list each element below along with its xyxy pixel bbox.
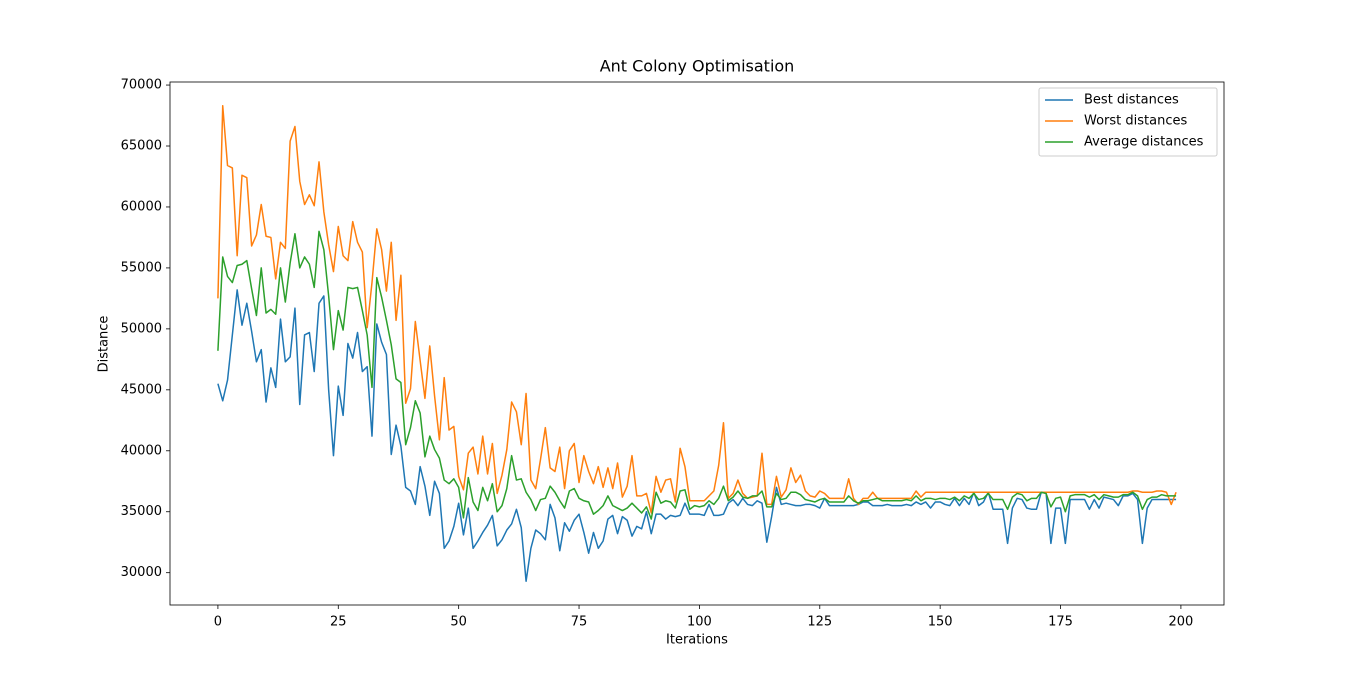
legend: Best distances Worst distances Average dis… [1038, 87, 1218, 157]
x-tick-label: 150 [928, 615, 953, 630]
chart-title: Ant Colony Optimisation [600, 57, 795, 76]
y-tick-label: 55000 [121, 260, 162, 275]
x-tick-label: 75 [571, 615, 588, 630]
x-tick-label: 200 [1168, 615, 1193, 630]
x-tick-label: 175 [1048, 615, 1073, 630]
y-axis-label: Distance [97, 316, 112, 373]
legend-label: Best distances [1084, 93, 1179, 108]
legend-label: Worst distances [1084, 114, 1187, 129]
data-line [217, 105, 1177, 514]
x-axis-label: Iterations [666, 633, 728, 648]
data-line [217, 230, 1177, 520]
x-tick-label: 0 [214, 615, 222, 630]
y-tick-label: 45000 [121, 382, 162, 397]
x-tick-label: 50 [450, 615, 467, 630]
legend-box [1038, 87, 1218, 157]
legend-label: Average distances [1084, 135, 1204, 150]
y-tick-label: 30000 [121, 565, 162, 580]
y-tick-label: 40000 [121, 443, 162, 458]
y-tick-label: 60000 [121, 199, 162, 214]
data-line [217, 289, 1177, 582]
y-tick-label: 35000 [121, 504, 162, 519]
plot-frame [169, 81, 1225, 606]
x-tick-label: 100 [687, 615, 712, 630]
y-tick-label: 70000 [121, 78, 162, 93]
x-tick-label: 25 [330, 615, 347, 630]
y-tick-label: 50000 [121, 321, 162, 336]
x-tick-label: 125 [807, 615, 832, 630]
y-tick-label: 65000 [121, 139, 162, 154]
